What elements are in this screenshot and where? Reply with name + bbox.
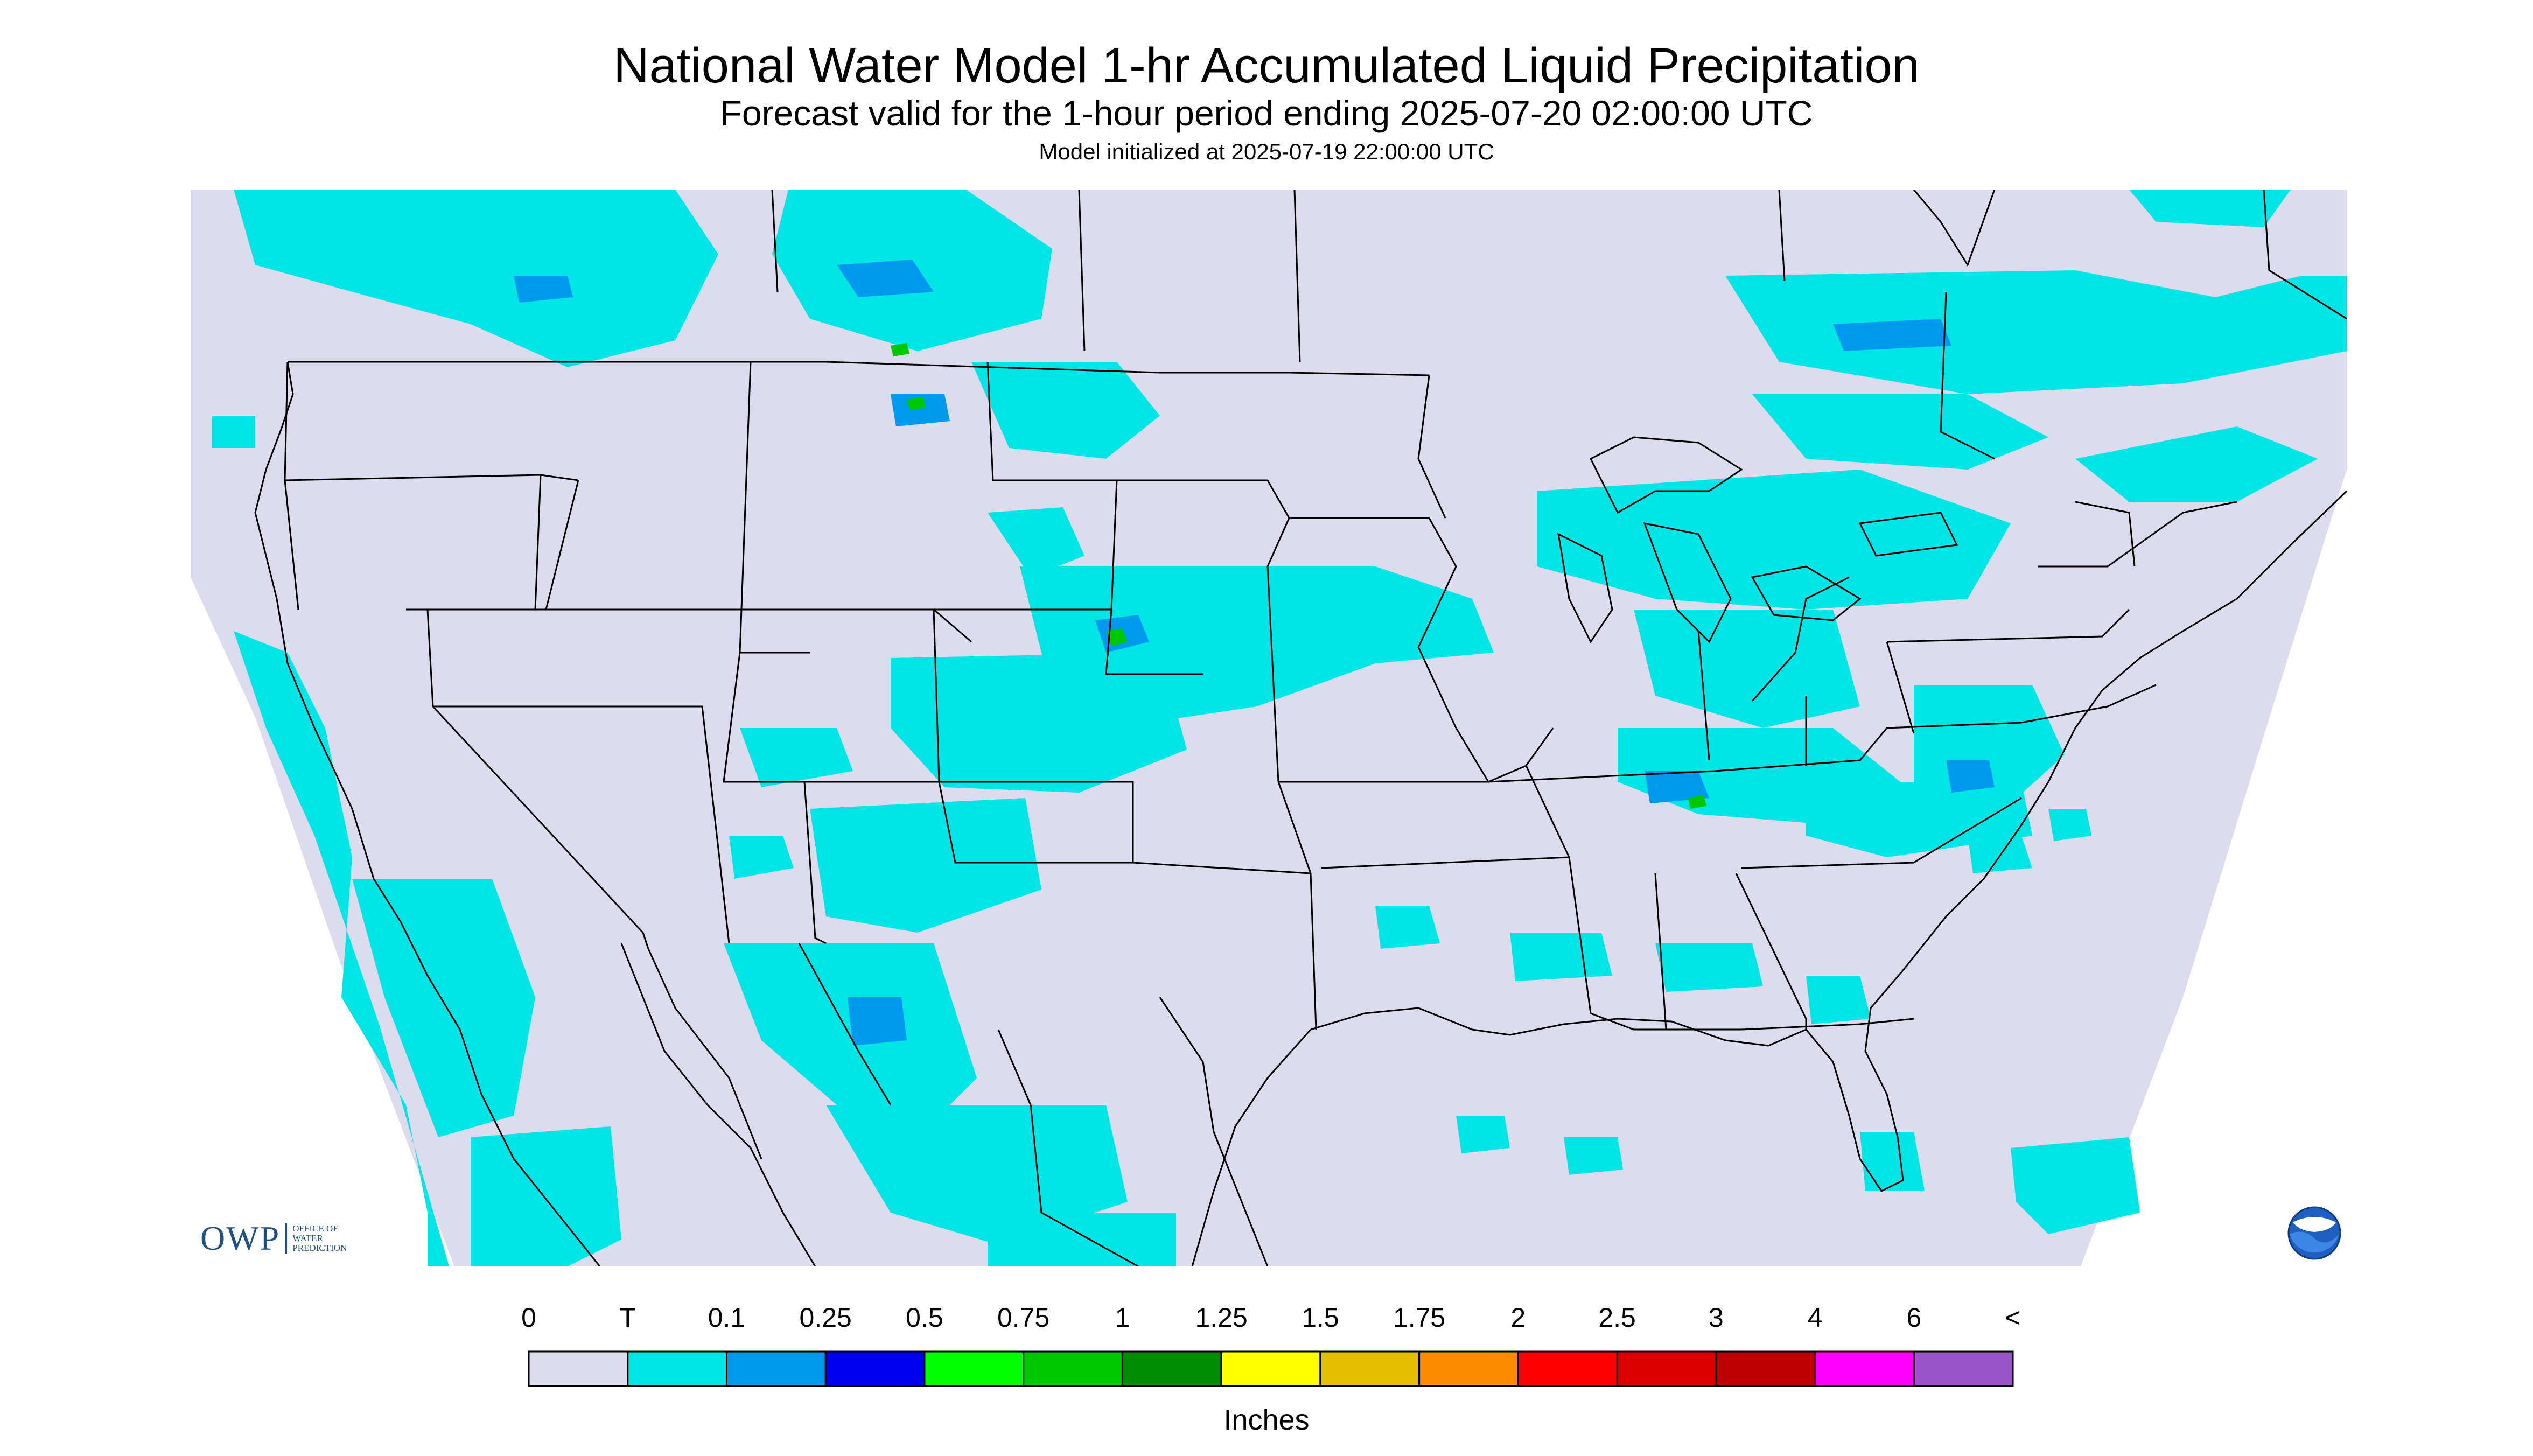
coastlines	[254, 190, 2347, 1266]
owp-logo-text: OFFICE OF WATER PREDICTION	[292, 1224, 347, 1253]
legend-swatch	[1517, 1350, 1618, 1387]
state-and-country-borders	[284, 190, 2347, 1266]
noaa-logo-icon	[2287, 1206, 2341, 1260]
legend-swatch	[824, 1350, 926, 1387]
legend-tick-label: 1.5	[1302, 1303, 1339, 1333]
legend-tick-label: 2.5	[1598, 1303, 1636, 1333]
legend-tick-label: 0	[521, 1303, 536, 1333]
legend-swatch	[1913, 1350, 2014, 1387]
legend-swatch	[1023, 1350, 1123, 1387]
legend-tick-label: 2	[1510, 1303, 1526, 1333]
legend-swatch	[1418, 1350, 1519, 1387]
legend-swatch	[1319, 1350, 1421, 1387]
intense-precipitation-cores	[891, 343, 1706, 809]
legend-swatch	[1814, 1350, 1915, 1387]
owp-logo: OWP OFFICE OF WATER PREDICTION	[200, 1219, 347, 1257]
legend-swatch	[1715, 1350, 1816, 1387]
legend-tick-label: T	[619, 1303, 636, 1333]
precipitation-areas	[212, 190, 2347, 1266]
legend-swatch	[1121, 1350, 1222, 1387]
legend-tick-label: 3	[1708, 1303, 1724, 1333]
legend-tick-label: 0.75	[997, 1303, 1050, 1333]
legend-tick-label: 0.25	[799, 1303, 852, 1333]
legend-swatch	[923, 1350, 1025, 1387]
legend-tick-label: 1.75	[1393, 1303, 1446, 1333]
legend-swatch	[725, 1350, 827, 1387]
legend-swatch	[627, 1350, 727, 1387]
legend-swatch	[528, 1350, 629, 1387]
legend-units: Inches	[1223, 1404, 1310, 1436]
legend-tick-label: 6	[1906, 1303, 1922, 1333]
legend-tick-label: 0.5	[906, 1303, 943, 1333]
model-init-time: Model initialized at 2025-07-19 22:00:00…	[1039, 139, 1494, 164]
heavier-precipitation-cells	[514, 260, 1995, 1046]
legend-tick-label: 1.25	[1195, 1303, 1248, 1333]
owp-logo-line: OFFICE OF	[292, 1223, 338, 1234]
owp-logo-mark: OWP	[200, 1219, 281, 1257]
map-title: National Water Model 1-hr Accumulated Li…	[613, 38, 1920, 93]
owp-logo-line: PREDICTION	[292, 1243, 347, 1253]
map-subtitle: Forecast valid for the 1-hour period end…	[720, 93, 1813, 133]
legend-tick-label: 0.1	[708, 1303, 746, 1333]
legend-swatch	[1616, 1350, 1717, 1387]
owp-logo-line: WATER	[292, 1233, 323, 1243]
owp-logo-divider	[285, 1223, 288, 1254]
precipitation-map	[191, 190, 2347, 1266]
legend-swatch	[1220, 1350, 1321, 1387]
legend-tick-label: 4	[1807, 1303, 1823, 1333]
legend-tick-label: 1	[1115, 1303, 1130, 1333]
legend-tick-label: <	[2005, 1303, 2021, 1333]
